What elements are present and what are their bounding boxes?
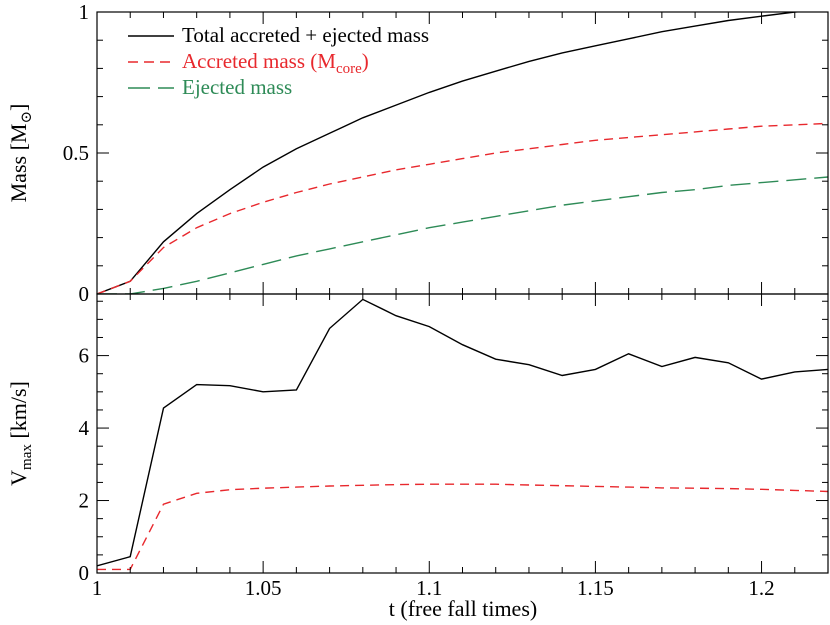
mass-y-tick-label: 1 <box>79 0 90 24</box>
mass-panel: 0 0.5 1 Mass [M⊙] Total accreted + ejected m… <box>6 0 829 306</box>
mass-y-tick-label: 0 <box>79 282 90 306</box>
x-axis-label: t (free fall times) <box>389 596 537 621</box>
mass-series-0-line <box>97 12 804 294</box>
mass-series-2-line <box>97 176 828 294</box>
vmax-plot-frame <box>96 293 829 574</box>
vmax-y-tick-label: 2 <box>79 489 90 513</box>
x-tick-label: 1.05 <box>245 576 282 600</box>
mass-y-tick-label: 0.5 <box>63 141 89 165</box>
vmax-panel: 1 1.05 1.1 1.15 1.2 0 2 4 6 Vmax [km/s] <box>6 293 829 600</box>
x-tick-label: 1.2 <box>748 576 774 600</box>
x-tick-label: 1.15 <box>577 576 614 600</box>
legend-label: Total accreted + ejected mass <box>182 23 429 47</box>
vmax-y-tick-label: 0 <box>79 561 90 585</box>
vmax-y-axis-label: Vmax [km/s] <box>6 381 35 486</box>
legend-label: Accreted mass (Mcore) <box>182 49 369 77</box>
vmax-y-tick-label: 6 <box>79 344 90 368</box>
x-tick-label: 1.1 <box>416 576 442 600</box>
x-tick-label: 1 <box>92 576 103 600</box>
mass-y-axis-label: Mass [M⊙] <box>6 104 35 203</box>
vmax-y-tick-label: 4 <box>79 416 90 440</box>
vmax-series-0-line <box>97 298 828 567</box>
mass-series-1-line <box>97 122 828 294</box>
legend-label: Ejected mass <box>182 75 292 99</box>
vmax-series-1-line <box>97 483 828 571</box>
